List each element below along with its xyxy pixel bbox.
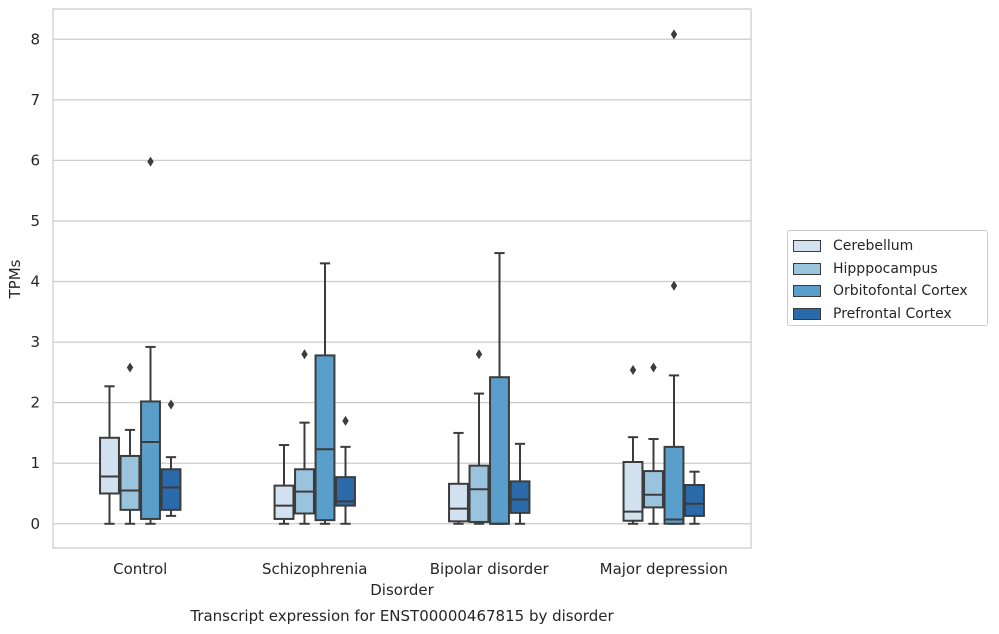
- legend-swatch: [793, 240, 821, 253]
- y-tick-label: 1: [30, 454, 40, 472]
- x-tick-label: Bipolar disorder: [430, 560, 550, 578]
- y-tick-label: 8: [30, 30, 40, 48]
- outlier-point: [670, 280, 678, 291]
- box: [335, 476, 356, 507]
- legend-item-cerebellum: Cerebellum: [793, 235, 987, 258]
- outlier-point: [650, 362, 657, 373]
- legend-swatch: [793, 262, 821, 275]
- y-axis-label: TPMs: [6, 259, 24, 299]
- legend-label: Orbitofontal Cortex: [833, 283, 968, 300]
- legend-item-prefrontal-cortex: Prefrontal Cortex: [793, 303, 987, 326]
- outlier-point: [301, 349, 308, 360]
- y-tick-label: 7: [30, 91, 40, 109]
- outlier-point: [475, 349, 483, 360]
- outlier-point: [629, 364, 637, 375]
- plot-area-frame: [52, 8, 752, 549]
- box: [140, 400, 161, 520]
- legend-label: Hipppocampus: [833, 260, 938, 277]
- box: [622, 461, 644, 522]
- y-tick-label: 5: [30, 212, 40, 230]
- box: [643, 470, 664, 509]
- legend-swatch: [793, 285, 821, 298]
- y-tick-label: 0: [30, 515, 40, 533]
- y-tick-label: 4: [30, 273, 40, 291]
- outlier-point: [147, 156, 154, 167]
- outlier-point: [670, 29, 678, 40]
- chart-title: Transcript expression for ENST0000046781…: [189, 607, 614, 625]
- outlier-point: [126, 362, 134, 373]
- chart-legend: Cerebellum Hipppocampus Orbitofontal Cor…: [787, 230, 988, 326]
- x-axis-label: Disorder: [370, 581, 434, 599]
- box-group: [448, 252, 531, 525]
- box: [663, 445, 685, 525]
- legend-swatch: [793, 308, 821, 321]
- box: [509, 480, 531, 514]
- y-tick-label: 2: [30, 394, 40, 412]
- box: [684, 484, 705, 517]
- box: [160, 468, 182, 511]
- box-group: [622, 29, 705, 525]
- box: [468, 464, 490, 523]
- x-tick-label: Major depression: [600, 560, 728, 578]
- y-tick-label: 6: [30, 151, 40, 169]
- x-tick-label: Control: [113, 560, 167, 578]
- box-groups: [99, 29, 705, 525]
- legend-label: Cerebellum: [833, 238, 914, 255]
- x-axis-ticks: Control Schizophrenia Bipolar disorder Majo…: [113, 560, 728, 578]
- outlier-point: [167, 399, 175, 410]
- box-group: [99, 156, 182, 525]
- box: [273, 484, 295, 520]
- legend-item-orbitofrontal-cortex: Orbitofontal Cortex: [793, 280, 987, 303]
- box: [489, 376, 510, 525]
- legend-item-hippocampus: Hipppocampus: [793, 258, 987, 281]
- box: [448, 482, 469, 523]
- x-tick-label: Schizophrenia: [262, 560, 367, 578]
- box: [314, 354, 336, 522]
- outlier-point: [342, 415, 349, 426]
- y-axis-ticks: 0 1 2 3 4 5 6 7 8: [30, 30, 40, 532]
- y-tick-label: 3: [30, 333, 40, 351]
- box: [99, 436, 120, 495]
- box-group: [273, 262, 356, 525]
- box: [119, 454, 141, 511]
- legend-label: Prefrontal Cortex: [833, 306, 952, 323]
